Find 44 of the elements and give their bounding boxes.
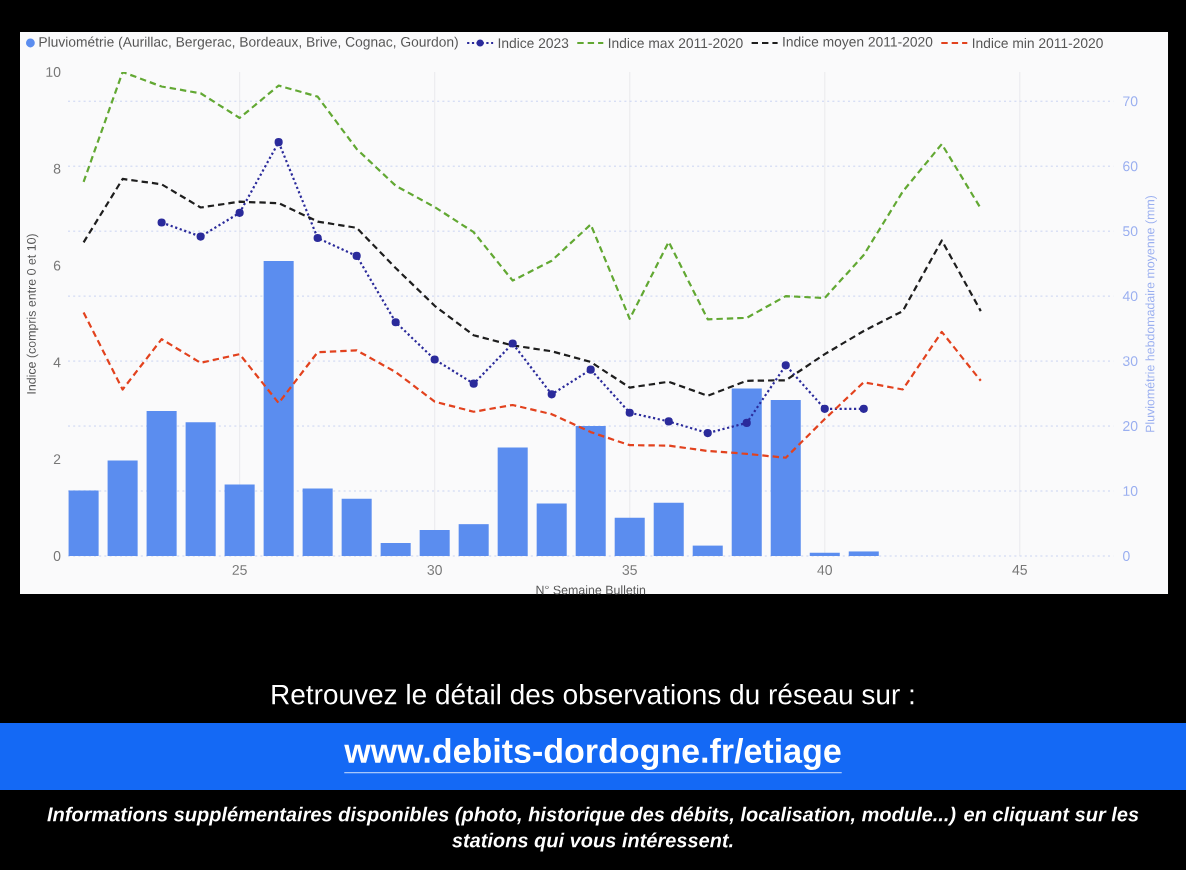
bar	[302, 488, 333, 556]
point	[313, 233, 322, 243]
bar	[224, 484, 255, 556]
text: www.debits-dordogne.fr/etiage	[344, 738, 841, 770]
bar	[575, 426, 606, 556]
point	[703, 428, 712, 438]
point	[157, 218, 166, 227]
bar	[692, 545, 723, 556]
bar	[185, 422, 216, 556]
bar	[263, 261, 294, 556]
bar	[614, 517, 645, 556]
line-series	[82, 71, 982, 321]
point	[742, 418, 751, 427]
point	[586, 365, 595, 374]
point	[352, 251, 361, 261]
bar	[146, 411, 177, 556]
point	[274, 138, 283, 147]
point	[196, 232, 205, 241]
point	[430, 355, 439, 364]
bar	[536, 503, 567, 556]
point	[391, 318, 400, 327]
point	[235, 208, 244, 217]
bar	[497, 447, 528, 556]
bar	[380, 543, 411, 556]
bar	[68, 490, 99, 556]
bar	[731, 388, 762, 556]
point	[469, 379, 478, 388]
text: Informations supplémentaires disponibles (photo, historique des débits, localisation, module...) en cliquant sur les stations qui vous intéressent.	[47, 806, 1139, 852]
point	[820, 404, 829, 413]
point	[547, 390, 556, 399]
bar	[341, 498, 372, 556]
bar	[653, 502, 684, 556]
bar	[770, 400, 801, 556]
point	[664, 417, 673, 426]
line-series	[82, 177, 982, 397]
text: Retrouvez le détail des observations du réseau sur :	[272, 683, 914, 705]
point	[508, 339, 517, 348]
point	[625, 408, 634, 417]
point	[859, 404, 868, 413]
bar	[419, 530, 450, 556]
bar	[107, 460, 138, 556]
line-series	[82, 311, 982, 459]
point	[781, 361, 790, 370]
bar	[458, 524, 489, 556]
